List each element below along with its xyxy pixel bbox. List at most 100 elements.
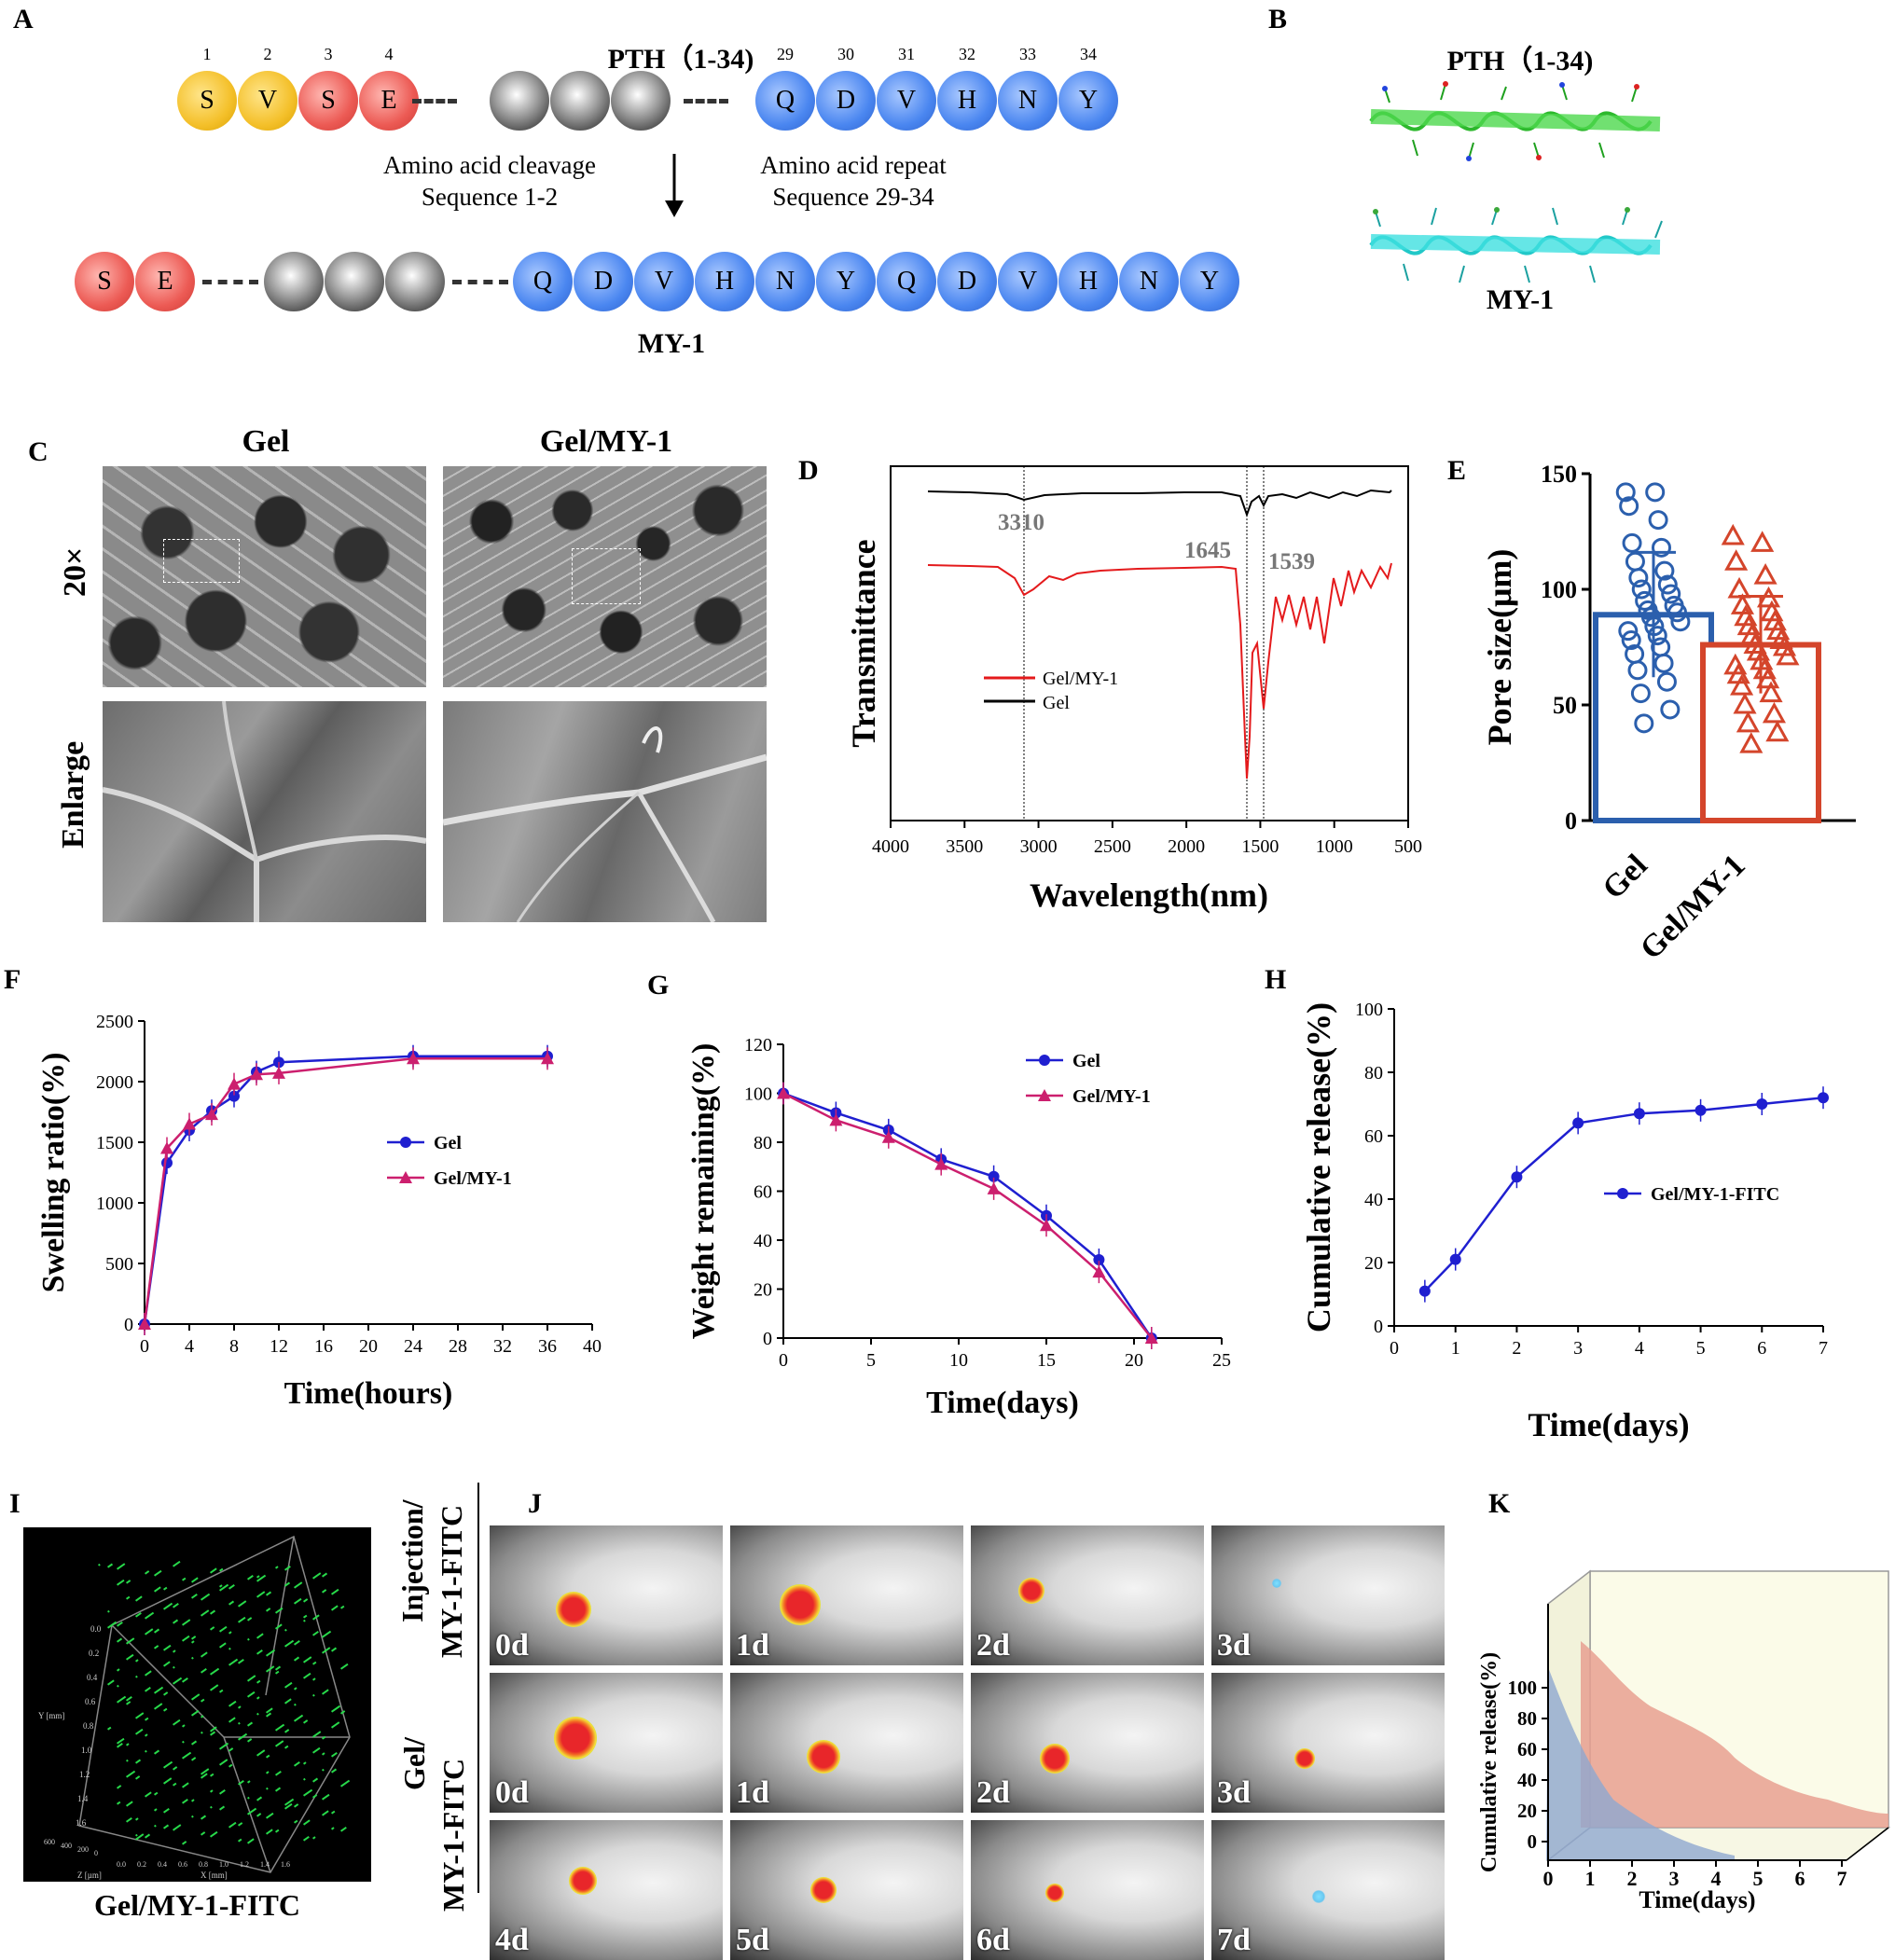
amino-acid-ball: D xyxy=(816,71,876,131)
fluorescent-particle xyxy=(330,1768,338,1774)
fluorescent-particle xyxy=(201,1698,205,1703)
fluorescent-particle xyxy=(247,1796,250,1800)
data-point xyxy=(1418,1285,1431,1297)
fluorescent-particle xyxy=(247,1637,250,1641)
fluorescent-particle xyxy=(191,1799,195,1802)
confocal-3d-image: 0.0 0.2 0.4 0.6 0.8 1.0 1.2 1.4 1.6 0.0 0.2 0.4 0.6… xyxy=(23,1527,371,1882)
fluorescent-particle xyxy=(247,1838,255,1844)
k-x-tick-label: 5 xyxy=(1753,1867,1764,1890)
fluorescent-particle xyxy=(284,1581,291,1587)
panel-label-b: B xyxy=(1268,4,1288,35)
y-tick-label: 80 xyxy=(1364,1063,1383,1084)
ivis-mouse-image: 6d xyxy=(971,1820,1204,1960)
fluorescent-particle xyxy=(266,1787,269,1790)
fluorescent-particle xyxy=(145,1628,154,1636)
fluorescent-particle xyxy=(201,1815,207,1820)
seq-number: 34 xyxy=(1080,45,1097,63)
amino-acid-ball: N xyxy=(998,71,1058,131)
confocal-x-tick: 0.2 xyxy=(137,1860,146,1869)
fluorescent-particle xyxy=(275,1787,282,1792)
fluorescent-particle xyxy=(210,1667,220,1676)
fluorescent-particle xyxy=(145,1570,150,1575)
fluorescent-particle xyxy=(284,1681,293,1689)
data-point xyxy=(138,1318,151,1330)
ivis-mouse-image: 2d xyxy=(971,1525,1204,1665)
fluorescent-particle xyxy=(284,1698,292,1705)
confocal-y-label: Y [mm] xyxy=(38,1711,64,1720)
fluorescent-particle xyxy=(191,1693,201,1701)
fluorescent-particle xyxy=(275,1670,280,1675)
fluorescent-particle xyxy=(173,1560,181,1567)
legend-marker xyxy=(1039,1055,1050,1066)
day-label: 6d xyxy=(976,1923,1010,1957)
fluorescent-particle xyxy=(238,1705,242,1709)
y-tick-label: 0 xyxy=(124,1315,133,1335)
fluorescent-particle xyxy=(247,1617,253,1622)
confocal-z-label: Z [µm] xyxy=(77,1870,102,1880)
fluorescent-particle xyxy=(303,1788,313,1797)
ftir-series-gelmy1 xyxy=(927,562,1392,780)
ftir-x-tick-label: 2000 xyxy=(1168,836,1205,857)
x-tick-label: 25 xyxy=(1212,1350,1231,1371)
panel-label-h: H xyxy=(1265,964,1287,995)
fluorescent-particle xyxy=(284,1802,293,1810)
fluorescent-particle xyxy=(238,1616,246,1623)
fluorescent-particle xyxy=(312,1794,318,1799)
y-tick-label: 0 xyxy=(1565,807,1577,835)
fluorescent-particle xyxy=(135,1728,144,1735)
fluorescent-particle xyxy=(98,1563,101,1567)
seq-number: 31 xyxy=(898,45,915,63)
x-tick-label: 7 xyxy=(1819,1338,1828,1359)
panel-j-row1-label-a: Injection/ xyxy=(395,1499,429,1622)
panel-c-col1: Gel xyxy=(242,424,290,459)
fluorescent-particle xyxy=(294,1581,303,1589)
fluorescent-particle xyxy=(153,1824,157,1828)
ftir-plot-frame xyxy=(890,465,1409,821)
ftir-annotation-3310: 3310 xyxy=(998,510,1044,535)
day-label: 4d xyxy=(495,1923,529,1957)
fluorescent-particle xyxy=(145,1733,148,1737)
y-tick-label: 40 xyxy=(1364,1190,1383,1210)
x-tick-label: 36 xyxy=(538,1336,557,1357)
data-point xyxy=(250,1068,263,1081)
x-tick-label: 0 xyxy=(779,1350,788,1371)
data-point xyxy=(1621,630,1641,651)
legend-label: Gel/MY-1-FITC xyxy=(1651,1184,1779,1205)
fluorescent-particle xyxy=(210,1773,214,1777)
data-point xyxy=(1625,551,1645,572)
y-tick-label: 1500 xyxy=(96,1133,133,1153)
fluorescent-particle xyxy=(237,1732,248,1741)
fluorescent-particle xyxy=(126,1595,131,1600)
fluorescent-particle xyxy=(256,1649,263,1655)
fluorescent-particle xyxy=(266,1707,273,1714)
y-tick-label: 40 xyxy=(754,1231,772,1251)
data-point xyxy=(1631,579,1652,600)
swelling-ratio-chart: 0 4 8 12 16 20 24 28 32 36 40 0 500 1000 1500 2000 2500 G… xyxy=(36,1012,602,1411)
fluorescent-particle xyxy=(219,1689,224,1693)
data-point xyxy=(1667,602,1687,623)
fluorescence-signal xyxy=(1040,1744,1070,1774)
x-tick-label: 20 xyxy=(359,1336,378,1357)
fluorescent-particle xyxy=(284,1628,287,1632)
fluorescent-particle xyxy=(190,1636,197,1640)
confocal-y-tick: 1.2 xyxy=(79,1770,90,1779)
fluorescent-particle xyxy=(238,1838,242,1843)
seq-number: 32 xyxy=(959,45,975,63)
amino-acid-ball: D xyxy=(574,252,633,311)
data-point xyxy=(1619,496,1639,517)
data-point xyxy=(1630,683,1651,704)
legend-label: Gel/MY-1 xyxy=(1072,1086,1151,1107)
y-tick-label: 20 xyxy=(754,1280,772,1301)
k-x-label: Time(days) xyxy=(1639,1886,1755,1913)
fluorescent-particle xyxy=(145,1686,151,1692)
fluorescent-particle xyxy=(182,1798,188,1804)
ivis-mouse-image: 3d xyxy=(1211,1673,1445,1813)
fluorescent-particle xyxy=(219,1759,228,1766)
amino-acid-ball: V xyxy=(877,71,936,131)
data-point xyxy=(1750,531,1775,552)
data-point xyxy=(1724,549,1749,571)
x-tick-label: 5 xyxy=(1696,1338,1706,1359)
data-point xyxy=(1144,1332,1158,1344)
fluorescent-particle xyxy=(228,1600,235,1606)
data-point xyxy=(1618,621,1639,642)
